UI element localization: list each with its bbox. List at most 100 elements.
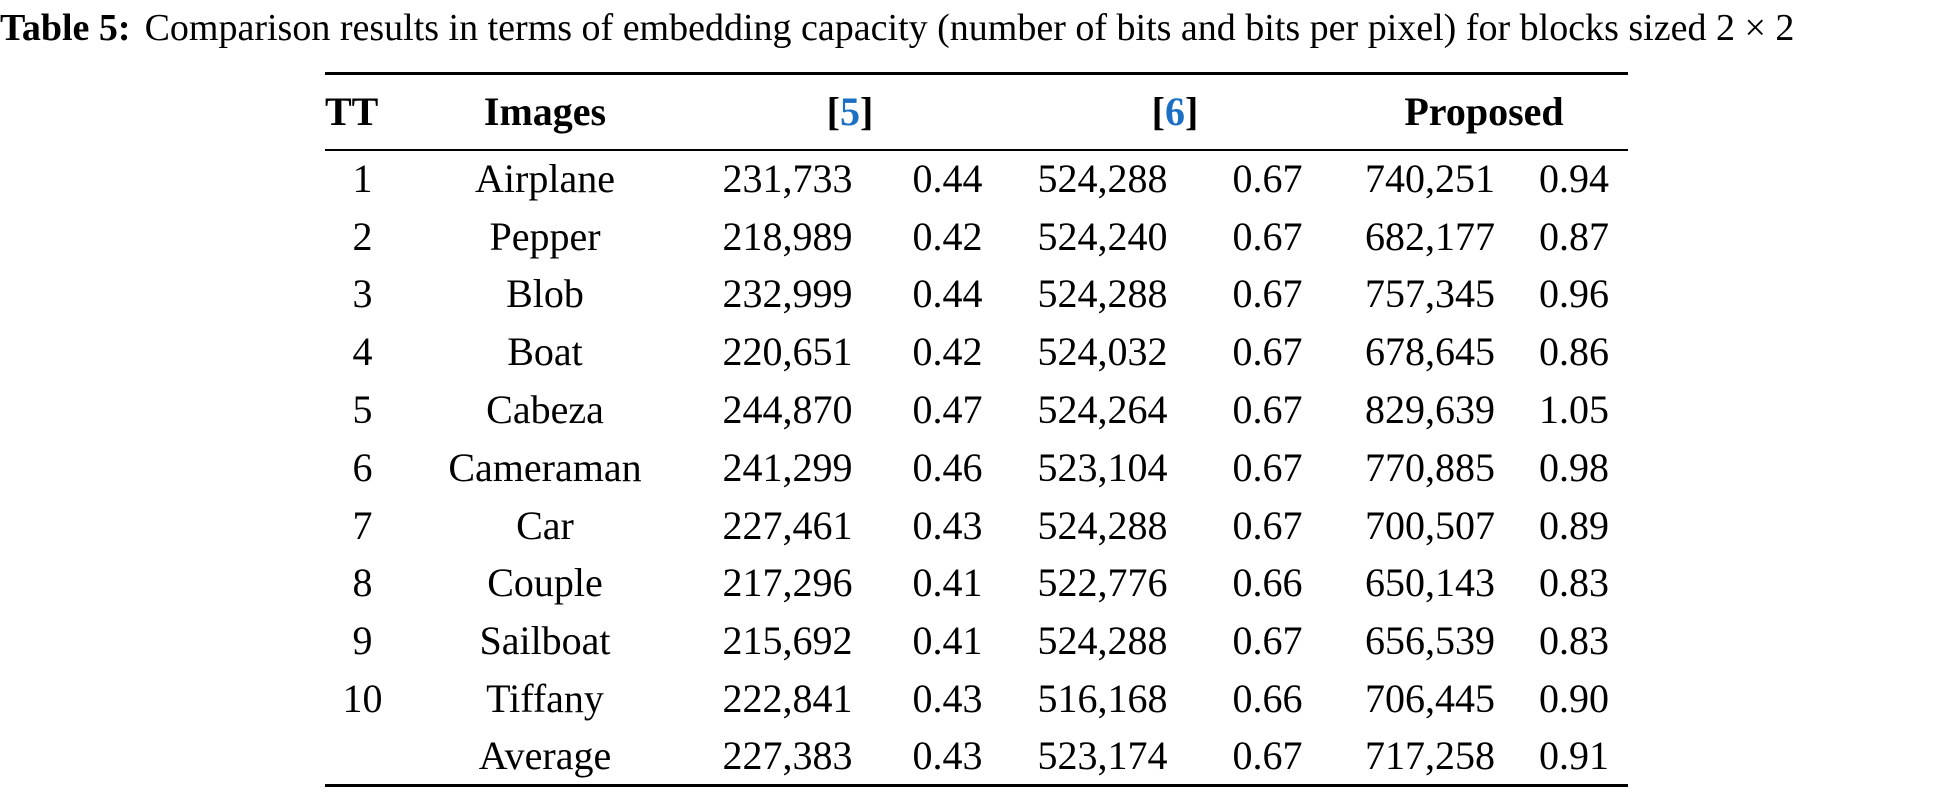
- bracket-close: ]: [1185, 89, 1199, 135]
- cell-image: Cabeza: [486, 387, 604, 433]
- cell-ref6_bpp: 0.66: [1232, 560, 1303, 606]
- cell-prop_bpp: 1.05: [1539, 387, 1609, 433]
- cell-tt: 10: [342, 676, 383, 722]
- cell-ref6_bpp: 0.67: [1232, 387, 1303, 433]
- table-row: 5 Cabeza 244,870 0.47 524,264 0.67 829,639 1.05: [325, 381, 1628, 439]
- citation-5-link[interactable]: 5: [840, 89, 860, 135]
- cell-prop_bpp: 0.87: [1539, 213, 1609, 259]
- cell-prop_bpp: 0.83: [1539, 560, 1609, 606]
- cell-image: Couple: [487, 560, 603, 606]
- cell-tt: 6: [352, 444, 373, 490]
- cell-ref6_bpp: 0.66: [1232, 676, 1303, 722]
- cell-ref5_bpp: 0.41: [912, 560, 983, 606]
- cell-ref5_bits: 241,299: [722, 444, 853, 490]
- bracket-close: ]: [860, 89, 874, 135]
- cell-ref6_bpp: 0.67: [1232, 502, 1303, 548]
- cell-image: Car: [516, 502, 574, 548]
- table-row: 4 Boat 220,651 0.42 524,032 0.67 678,645 0.86: [325, 323, 1628, 381]
- table-caption: Table 5: Comparison results in terms of e…: [0, 6, 1946, 52]
- cell-ref6_bits: 524,288: [1037, 156, 1168, 202]
- cell-prop_bits: 829,639: [1365, 387, 1495, 433]
- cell-ref6_bpp: 0.67: [1232, 618, 1303, 664]
- cell-prop_bits: 682,177: [1365, 213, 1495, 259]
- table-row: 1 Airplane 231,733 0.44 524,288 0.67 740,251 0.…: [325, 150, 1628, 208]
- cell-prop_bits: 706,445: [1365, 676, 1495, 722]
- cell-tt: 3: [352, 271, 373, 317]
- table-caption-label: Table 5:: [0, 7, 131, 49]
- cell-prop_bpp: 0.86: [1539, 329, 1609, 375]
- col-header-tt: TT: [325, 89, 379, 135]
- cell-ref5_bpp: 0.43: [912, 676, 983, 722]
- cell-ref6_bits: 523,174: [1037, 733, 1168, 779]
- cell-ref5_bpp: 0.41: [912, 618, 983, 664]
- table-row: 8 Couple 217,296 0.41 522,776 0.66 650,143 0.83: [325, 554, 1628, 612]
- cell-ref6_bpp: 0.67: [1232, 444, 1303, 490]
- table-body: 1 Airplane 231,733 0.44 524,288 0.67 740,251 0.…: [325, 150, 1628, 786]
- table-header: TT Images [5] [6] Proposed: [325, 73, 1628, 150]
- cell-tt: [325, 727, 400, 785]
- cell-ref5_bpp: 0.46: [912, 444, 983, 490]
- table-header-row: TT Images [5] [6] Proposed: [325, 74, 1628, 150]
- cell-image: Airplane: [475, 156, 615, 202]
- cell-image: Tiffany: [486, 676, 604, 722]
- cell-ref5_bits: 222,841: [722, 676, 853, 722]
- cell-prop_bits: 678,645: [1365, 329, 1495, 375]
- cell-ref5_bpp: 0.42: [912, 213, 983, 259]
- table-row: 3 Blob 232,999 0.44 524,288 0.67 757,345 0.96: [325, 265, 1628, 323]
- table-row: Average 227,383 0.43 523,174 0.67 717,258 0.91: [325, 727, 1628, 785]
- cell-prop_bpp: 0.91: [1539, 733, 1609, 779]
- cell-image: Blob: [506, 271, 584, 317]
- cell-ref5_bits: 232,999: [722, 271, 853, 317]
- cell-ref6_bpp: 0.67: [1232, 733, 1303, 779]
- cell-prop_bpp: 0.98: [1539, 444, 1609, 490]
- cell-tt: 4: [352, 329, 373, 375]
- cell-prop_bpp: 0.83: [1539, 618, 1609, 664]
- table-caption-text: Comparison results in terms of embedding…: [144, 7, 1795, 49]
- cell-ref6_bits: 516,168: [1037, 676, 1168, 722]
- cell-ref6_bits: 524,288: [1037, 618, 1168, 664]
- cell-ref6_bits: 524,032: [1037, 329, 1168, 375]
- col-header-images: Images: [483, 89, 607, 135]
- cell-prop_bits: 700,507: [1365, 502, 1495, 548]
- cell-image: Boat: [507, 329, 583, 375]
- cell-tt: 8: [352, 560, 373, 606]
- cell-ref6_bpp: 0.67: [1232, 213, 1303, 259]
- citation-6-link[interactable]: 6: [1165, 89, 1185, 135]
- cell-ref6_bpp: 0.67: [1232, 271, 1303, 317]
- cell-prop_bits: 717,258: [1365, 733, 1495, 779]
- cell-tt: 9: [352, 618, 373, 664]
- bracket-open: [: [1151, 89, 1165, 135]
- cell-image: Average: [478, 733, 612, 779]
- cell-tt: 2: [352, 213, 373, 259]
- cell-prop_bits: 770,885: [1365, 444, 1495, 490]
- cell-prop_bits: 656,539: [1365, 618, 1495, 664]
- table-row: 9 Sailboat 215,692 0.41 524,288 0.67 656,539 0.…: [325, 612, 1628, 670]
- cell-ref6_bits: 523,104: [1037, 444, 1168, 490]
- cell-ref5_bpp: 0.44: [912, 271, 983, 317]
- bracket-open: [: [826, 89, 840, 135]
- cell-ref5_bpp: 0.47: [912, 387, 983, 433]
- cell-prop_bits: 740,251: [1365, 156, 1495, 202]
- table-row: 6 Cameraman 241,299 0.46 523,104 0.67 770,885 0…: [325, 438, 1628, 496]
- cell-ref5_bits: 217,296: [722, 560, 853, 606]
- cell-ref6_bits: 524,288: [1037, 502, 1168, 548]
- cell-tt: 7: [352, 502, 373, 548]
- cell-ref5_bits: 227,461: [722, 502, 853, 548]
- col-header-ref5: [5]: [690, 74, 1010, 150]
- cell-image: Cameraman: [448, 444, 642, 490]
- cell-ref5_bpp: 0.42: [912, 329, 983, 375]
- cell-ref5_bits: 227,383: [722, 733, 853, 779]
- cell-image: Pepper: [489, 213, 601, 259]
- table-row: 7 Car 227,461 0.43 524,288 0.67 700,507 0.89: [325, 496, 1628, 554]
- cell-ref6_bits: 524,264: [1037, 387, 1168, 433]
- cell-prop_bits: 757,345: [1365, 271, 1495, 317]
- cell-ref5_bits: 218,989: [722, 213, 853, 259]
- cell-ref6_bpp: 0.67: [1232, 329, 1303, 375]
- cell-ref5_bits: 231,733: [722, 156, 853, 202]
- table-row: 10 Tiffany 222,841 0.43 516,168 0.66 706,445 0.…: [325, 670, 1628, 728]
- cell-ref5_bits: 244,870: [722, 387, 853, 433]
- table-row: 2 Pepper 218,989 0.42 524,240 0.67 682,177 0.87: [325, 207, 1628, 265]
- cell-ref6_bits: 524,240: [1037, 213, 1168, 259]
- cell-ref6_bits: 522,776: [1037, 560, 1168, 606]
- cell-prop_bits: 650,143: [1365, 560, 1495, 606]
